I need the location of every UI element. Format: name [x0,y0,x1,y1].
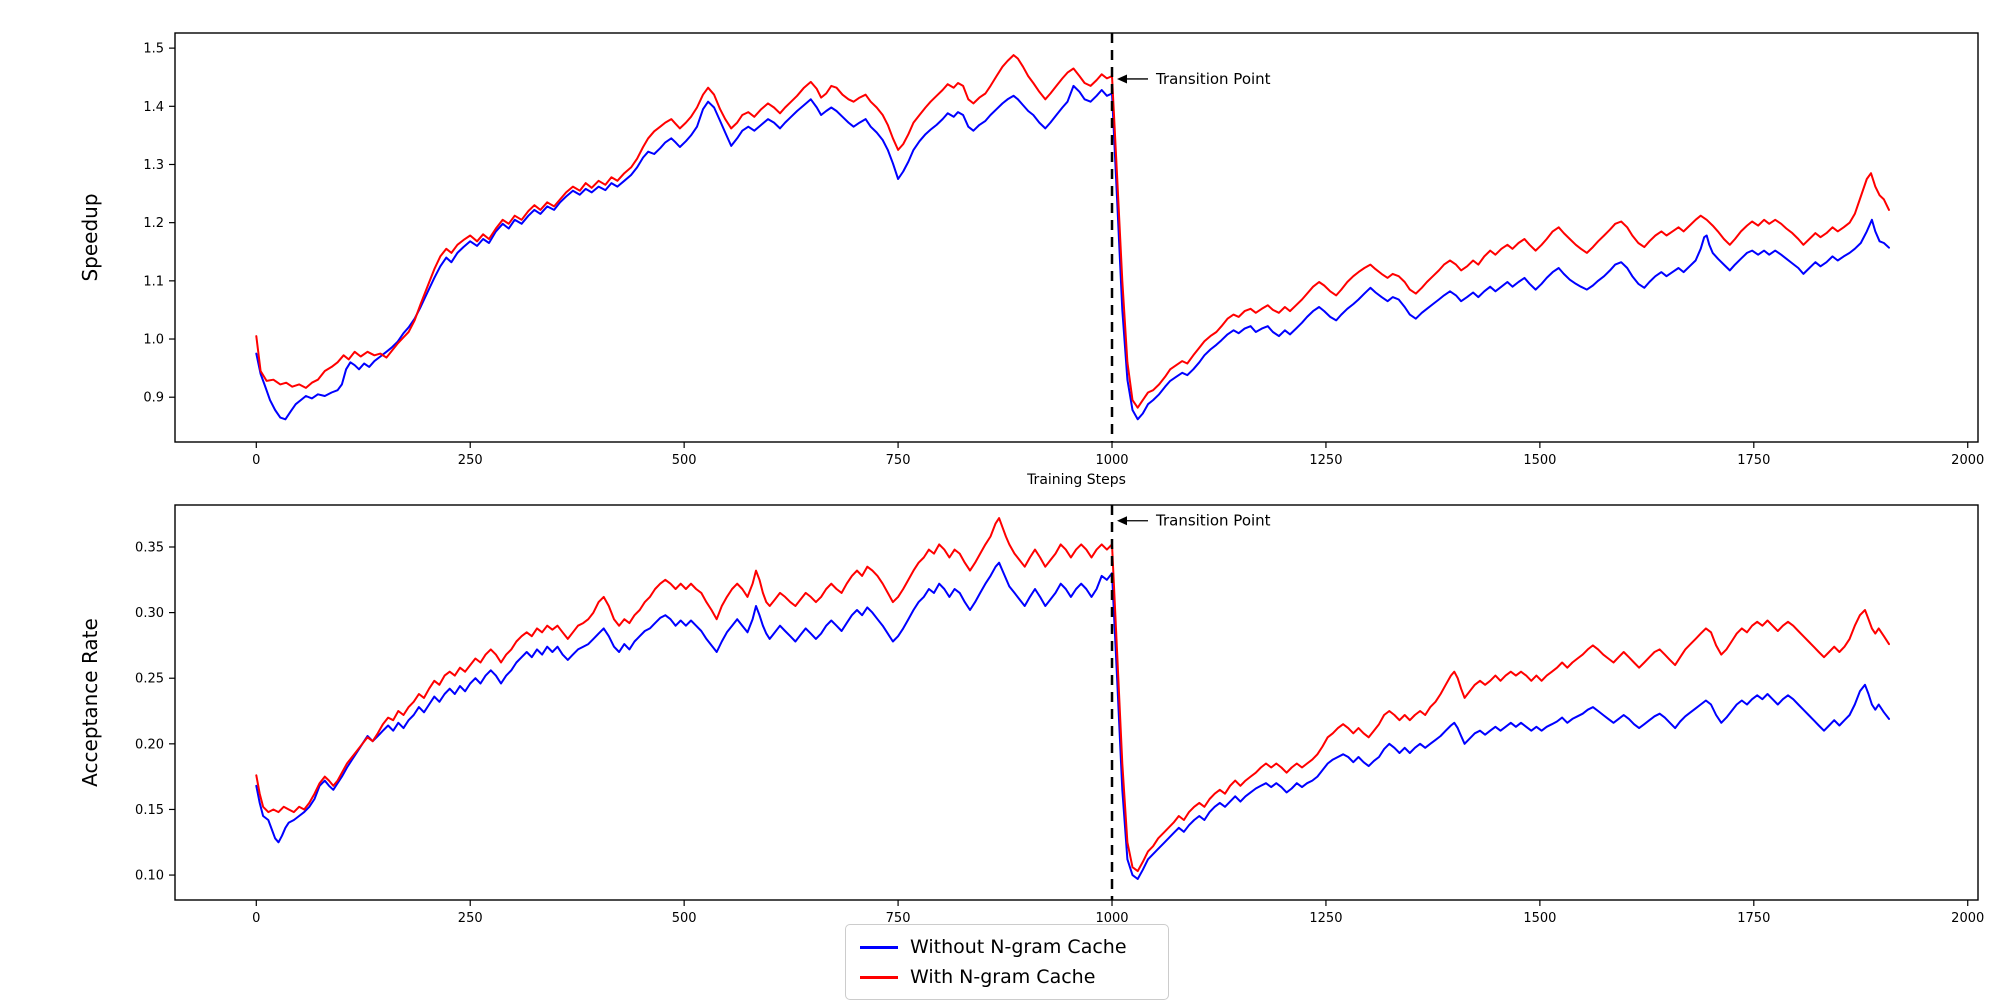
line-without-n-gram-cache [255,84,1890,421]
x-tick-label: 1250 [1309,453,1342,468]
x-tick-label: 1750 [1737,453,1770,468]
x-tick-label: 500 [672,911,697,926]
y-tick-label: 0.9 [143,391,164,406]
transition-point-annotation: Transition Point [1155,512,1271,530]
y-axis-label: Speedup [78,193,102,281]
chart-legend: Without N-gram Cache With N-gram Cache [845,924,1169,1000]
x-tick-label: 1000 [1095,453,1128,468]
y-tick-label: 0.30 [135,606,164,621]
y-tick-label: 1.2 [143,216,164,231]
y-tick-label: 0.35 [135,540,164,555]
y-tick-label: 0.25 [135,672,164,687]
x-tick-label: 250 [458,453,483,468]
y-tick-label: 1.1 [143,274,164,289]
annotation-arrowhead-icon [1117,74,1128,84]
legend-item-1: With N-gram Cache [856,962,1156,992]
x-tick-label: 1750 [1737,911,1770,926]
line-with-n-gram-cache [255,517,1890,873]
x-tick-label: 500 [672,453,697,468]
x-tick-label: 2000 [1951,911,1984,926]
line-with-n-gram-cache [255,54,1890,409]
transition-point-annotation: Transition Point [1155,70,1271,88]
y-tick-label: 1.4 [143,100,164,115]
legend-label: Without N-gram Cache [910,936,1127,958]
plot-border [174,32,1979,443]
y-axis-label: Acceptance Rate [78,618,102,787]
x-tick-label: 1500 [1523,453,1556,468]
x-tick-label: 750 [886,911,911,926]
x-axis-label: Training Steps [1026,472,1126,488]
legend-line-swatch [860,975,898,979]
y-tick-label: 1.5 [143,42,164,57]
y-tick-label: 1.3 [143,158,164,173]
x-tick-label: 750 [886,453,911,468]
y-tick-label: 1.0 [143,333,164,348]
line-without-n-gram-cache [255,561,1890,880]
legend-line-swatch [860,945,898,949]
x-tick-label: 1500 [1523,911,1556,926]
x-tick-label: 2000 [1951,453,1984,468]
x-tick-label: 1000 [1095,911,1128,926]
legend-label: With N-gram Cache [910,966,1096,988]
y-tick-label: 0.10 [135,869,164,884]
annotation-arrowhead-icon [1117,516,1128,526]
plot-border [174,504,1979,901]
legend-item-0: Without N-gram Cache [856,932,1156,962]
x-tick-label: 1250 [1309,911,1342,926]
x-tick-label: 0 [252,453,260,468]
y-tick-label: 0.15 [135,803,164,818]
x-tick-label: 0 [252,911,260,926]
x-tick-label: 250 [458,911,483,926]
y-tick-label: 0.20 [135,737,164,752]
